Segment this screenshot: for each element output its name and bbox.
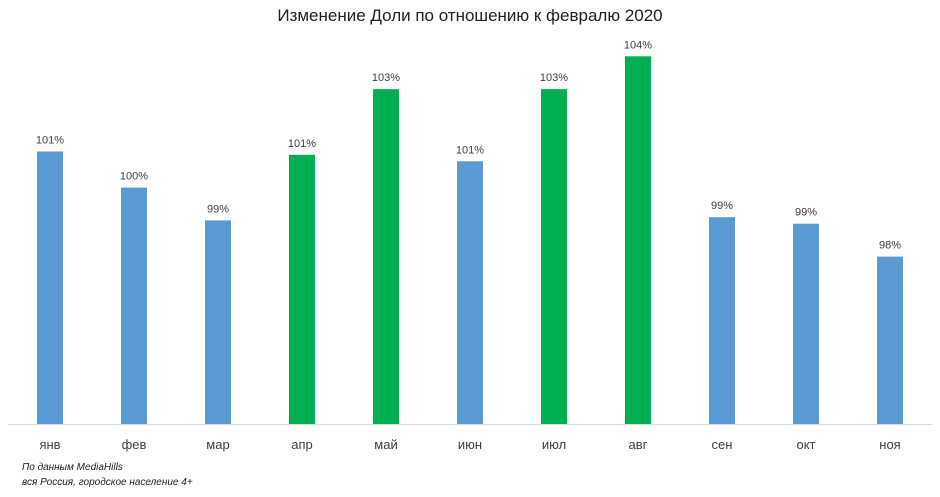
- data-label-авг: 104%: [624, 39, 652, 51]
- x-tick-label-авг: авг: [629, 437, 648, 452]
- x-tick-label-янв: янв: [39, 437, 60, 452]
- x-tick-label-июн: июн: [458, 437, 482, 452]
- data-label-ноя: 98%: [879, 240, 901, 252]
- bar-апр: [289, 154, 315, 425]
- chart-title: Изменение Доли по отношению к февралю 20…: [277, 6, 663, 25]
- source-footnote: По данным MediaHills вся Россия, городск…: [22, 460, 193, 490]
- bar-фев: [121, 187, 147, 424]
- bar-янв: [37, 151, 63, 424]
- data-labels-group: 101% 100% 99% 101% 103% 101% 103% 104% 99% 99% 98%: [36, 39, 901, 251]
- x-tick-label-май: май: [374, 437, 397, 452]
- data-label-июл: 103%: [540, 72, 568, 84]
- bar-ноя: [877, 256, 903, 424]
- x-tick-labels-group: янв фев мар апр май июн июл авг сен окт ноя: [39, 437, 900, 452]
- x-tick-label-ноя: ноя: [879, 437, 900, 452]
- data-label-сен: 99%: [711, 200, 733, 212]
- bar-сен: [709, 217, 735, 424]
- data-label-май: 103%: [372, 72, 400, 84]
- data-label-апр: 101%: [288, 138, 316, 150]
- bars-group: [37, 56, 903, 425]
- footnote-line-1: По данным MediaHills: [22, 462, 123, 473]
- x-tick-label-июл: июл: [542, 437, 566, 452]
- x-tick-label-окт: окт: [796, 437, 815, 452]
- x-tick-label-фев: фев: [122, 437, 147, 452]
- data-label-июн: 101%: [456, 144, 484, 156]
- data-label-янв: 101%: [36, 135, 64, 147]
- bar-мар: [205, 220, 231, 424]
- bar-июл: [541, 89, 567, 424]
- bar-июн: [457, 161, 483, 425]
- bar-окт: [793, 223, 819, 424]
- bar-авг: [625, 56, 651, 425]
- bar-май: [373, 89, 399, 424]
- x-tick-label-мар: мар: [206, 437, 229, 452]
- data-label-окт: 99%: [795, 207, 817, 219]
- x-tick-label-сен: сен: [712, 437, 733, 452]
- footnote-line-2: вся Россия, городское население 4+: [22, 477, 193, 488]
- data-label-фев: 100%: [120, 171, 148, 183]
- x-tick-label-апр: апр: [291, 437, 313, 452]
- data-label-мар: 99%: [207, 203, 229, 215]
